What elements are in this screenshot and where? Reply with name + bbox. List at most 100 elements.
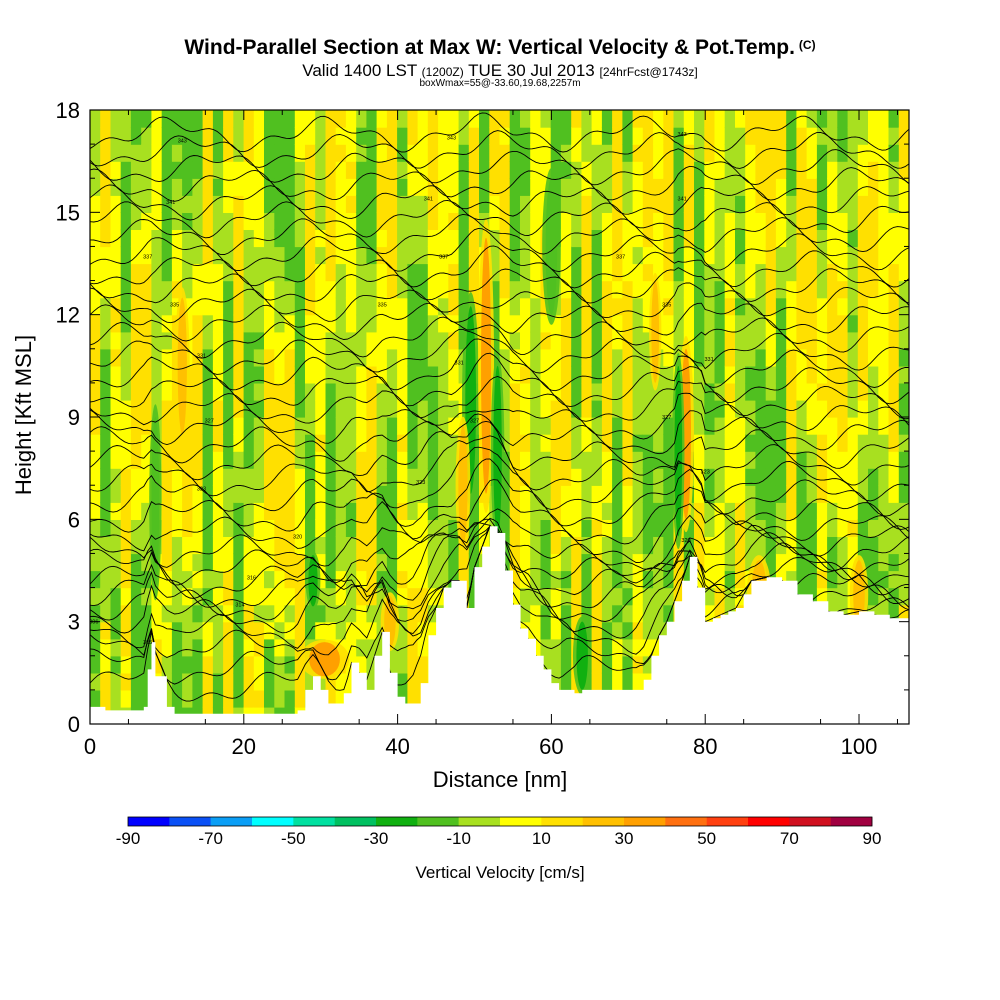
velocity-cell [427, 434, 439, 452]
velocity-cell [141, 399, 152, 418]
velocity-cell [120, 621, 132, 640]
velocity-cell [499, 502, 511, 520]
velocity-cell [212, 212, 224, 230]
pot-temp-contour [90, 503, 909, 568]
velocity-cell [591, 570, 603, 589]
velocity-cell [161, 519, 173, 537]
velocity-cell [898, 161, 909, 179]
velocity-cell [591, 178, 603, 196]
velocity-cell [417, 365, 429, 384]
velocity-cell [888, 144, 900, 162]
x-tick-label: 40 [385, 734, 409, 759]
velocity-cell [878, 485, 890, 503]
velocity-cell [612, 212, 623, 230]
colorbar-tick-label: 30 [615, 829, 634, 848]
velocity-cell [448, 434, 460, 452]
colorbar-swatch [169, 817, 211, 826]
velocity-cell [397, 485, 408, 503]
velocity-cell [233, 263, 245, 282]
velocity-cell [438, 348, 449, 367]
velocity-cell [253, 297, 265, 316]
velocity-cell [202, 331, 214, 350]
velocity-cell [601, 161, 613, 179]
velocity-cell [315, 127, 326, 145]
velocity-cell [694, 570, 705, 589]
velocity-cell [499, 519, 511, 537]
velocity-cell [530, 399, 541, 418]
velocity-cell [366, 280, 378, 299]
velocity-cell [458, 229, 470, 248]
velocity-cell [366, 348, 378, 367]
velocity-cell [509, 161, 521, 179]
velocity-cell [253, 127, 265, 145]
velocity-cell [560, 246, 572, 265]
velocity-cell [765, 263, 777, 282]
velocity-cell [315, 144, 326, 162]
velocity-cell [683, 280, 695, 299]
velocity-cell [253, 399, 265, 418]
velocity-cell [704, 348, 716, 367]
velocity-cell [417, 297, 429, 316]
velocity-cell [100, 314, 111, 333]
pot-temp-contour [90, 525, 909, 621]
velocity-cell [612, 195, 623, 213]
velocity-cell [386, 399, 398, 418]
velocity-cell [366, 382, 378, 401]
colorbar-frame [127, 816, 873, 827]
velocity-cell [540, 655, 552, 674]
velocity-cell [100, 161, 111, 179]
velocity-cell [253, 570, 265, 589]
velocity-cell [417, 144, 429, 162]
velocity-cell [683, 229, 695, 248]
velocity-cell [233, 553, 245, 572]
contour-label: 320 [681, 538, 690, 544]
velocity-cell [735, 110, 746, 128]
velocity-cell [202, 655, 214, 674]
velocity-cell [356, 399, 367, 418]
velocity-cell [468, 553, 480, 572]
velocity-cell [151, 604, 163, 623]
velocity-cell [642, 621, 654, 640]
velocity-cell [653, 570, 664, 589]
velocity-cell [305, 417, 316, 435]
velocity-cell [847, 229, 859, 248]
velocity-cell [581, 434, 593, 452]
velocity-cell [335, 127, 347, 145]
velocity-cell [366, 434, 378, 452]
velocity-cell [827, 468, 838, 486]
velocity-cell [601, 655, 613, 674]
velocity-cell [110, 161, 122, 179]
velocity-cell [663, 195, 675, 213]
velocity-cell [141, 331, 152, 350]
velocity-cell [233, 587, 245, 606]
velocity-cell [540, 161, 552, 179]
velocity-cell [622, 417, 634, 435]
velocity-cell [171, 229, 183, 248]
velocity-cell [530, 110, 541, 128]
velocity-cell [182, 195, 193, 213]
velocity-cell [806, 365, 818, 384]
velocity-cell [305, 348, 316, 367]
velocity-cell [560, 263, 572, 282]
velocity-cell [806, 502, 818, 520]
velocity-cell [233, 246, 245, 265]
velocity-cell [745, 331, 756, 350]
velocity-cell [642, 587, 654, 606]
velocity-cell [427, 570, 439, 589]
velocity-cell [898, 144, 909, 162]
velocity-cell [100, 229, 111, 248]
velocity-cell [806, 195, 818, 213]
velocity-cell [427, 127, 439, 145]
velocity-cell [438, 195, 449, 213]
velocity-cell [622, 195, 634, 213]
velocity-cell [335, 502, 347, 520]
y-tick-label: 12 [56, 303, 80, 328]
velocity-cell [550, 519, 562, 537]
velocity-cell [601, 212, 613, 230]
velocity-cell [857, 451, 869, 469]
velocity-cell [161, 451, 173, 469]
velocity-cell [468, 263, 480, 282]
velocity-cell [202, 536, 214, 555]
velocity-cell [632, 331, 644, 350]
velocity-cell [90, 263, 101, 282]
